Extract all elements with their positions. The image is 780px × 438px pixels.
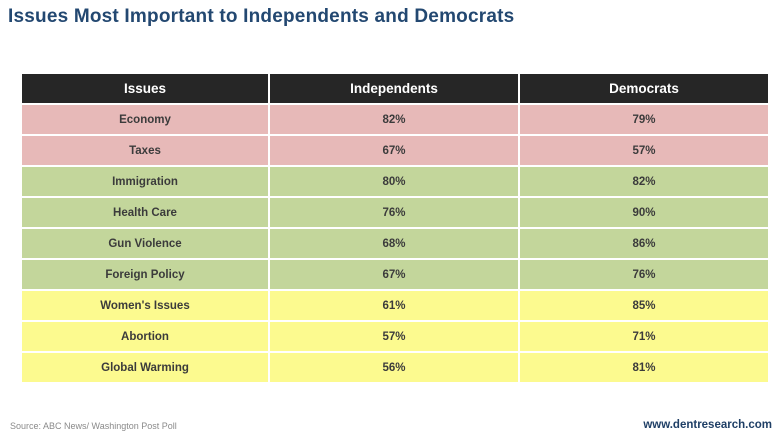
table-row: Foreign Policy 67% 76% (22, 260, 768, 289)
table-row: Economy 82% 79% (22, 105, 768, 134)
issue-cell: Gun Violence (22, 229, 268, 258)
democrats-cell: 79% (520, 105, 768, 134)
independents-cell: 80% (270, 167, 518, 196)
column-header-democrats: Democrats (520, 74, 768, 103)
website-link[interactable]: www.dentresearch.com (643, 419, 772, 431)
issue-cell: Abortion (22, 322, 268, 351)
table-row: Global Warming 56% 81% (22, 353, 768, 382)
source-note: Source: ABC News/ Washington Post Poll (10, 421, 177, 431)
issue-cell: Health Care (22, 198, 268, 227)
issue-cell: Foreign Policy (22, 260, 268, 289)
issue-cell: Immigration (22, 167, 268, 196)
democrats-cell: 81% (520, 353, 768, 382)
issue-cell: Economy (22, 105, 268, 134)
page-title: Issues Most Important to Independents an… (8, 6, 515, 27)
independents-cell: 76% (270, 198, 518, 227)
table-row: Taxes 67% 57% (22, 136, 768, 165)
table-row: Health Care 76% 90% (22, 198, 768, 227)
issue-cell: Women's Issues (22, 291, 268, 320)
independents-cell: 82% (270, 105, 518, 134)
independents-cell: 61% (270, 291, 518, 320)
democrats-cell: 76% (520, 260, 768, 289)
header-row: Issues Independents Democrats (22, 74, 768, 103)
table-row: Abortion 57% 71% (22, 322, 768, 351)
independents-cell: 67% (270, 260, 518, 289)
table-row: Immigration 80% 82% (22, 167, 768, 196)
independents-cell: 56% (270, 353, 518, 382)
democrats-cell: 82% (520, 167, 768, 196)
issue-cell: Taxes (22, 136, 268, 165)
column-header-issues: Issues (22, 74, 268, 103)
issues-table: Issues Independents Democrats Economy 82… (20, 72, 770, 384)
democrats-cell: 71% (520, 322, 768, 351)
independents-cell: 67% (270, 136, 518, 165)
column-header-independents: Independents (270, 74, 518, 103)
table-row: Women's Issues 61% 85% (22, 291, 768, 320)
democrats-cell: 85% (520, 291, 768, 320)
table-row: Gun Violence 68% 86% (22, 229, 768, 258)
independents-cell: 57% (270, 322, 518, 351)
independents-cell: 68% (270, 229, 518, 258)
democrats-cell: 57% (520, 136, 768, 165)
issue-cell: Global Warming (22, 353, 268, 382)
democrats-cell: 90% (520, 198, 768, 227)
democrats-cell: 86% (520, 229, 768, 258)
